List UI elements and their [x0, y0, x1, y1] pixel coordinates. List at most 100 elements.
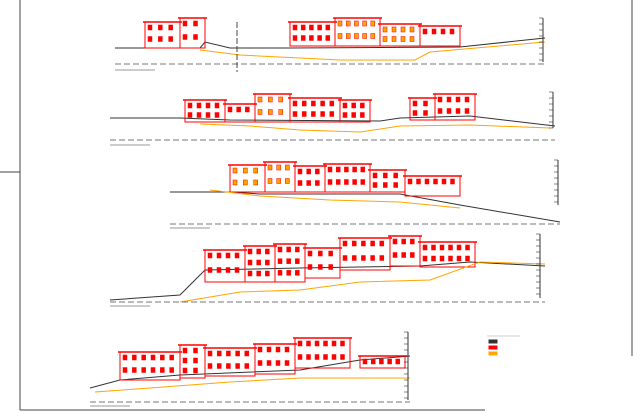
- window: [243, 179, 248, 186]
- window: [314, 340, 320, 347]
- window: [340, 340, 345, 347]
- window: [268, 109, 273, 115]
- window: [401, 238, 406, 245]
- window: [323, 354, 328, 360]
- window: [361, 255, 366, 261]
- window: [306, 354, 311, 360]
- window: [410, 252, 415, 258]
- window: [325, 35, 331, 41]
- window: [266, 360, 272, 366]
- window: [257, 109, 263, 115]
- window: [193, 347, 198, 354]
- window: [232, 167, 238, 174]
- window: [168, 36, 173, 42]
- window: [354, 20, 359, 27]
- ground-line: [209, 189, 461, 209]
- window: [437, 108, 443, 114]
- ground-line: [179, 261, 546, 303]
- window: [268, 96, 273, 103]
- window: [169, 354, 174, 361]
- window: [465, 255, 470, 262]
- window: [327, 166, 333, 173]
- window: [292, 100, 298, 107]
- window: [193, 357, 198, 364]
- window: [141, 354, 146, 361]
- terrain-line: [109, 261, 546, 301]
- window: [158, 36, 163, 42]
- window: [360, 179, 366, 185]
- window: [193, 367, 198, 374]
- window: [193, 20, 198, 27]
- window: [311, 111, 316, 117]
- window: [267, 178, 273, 184]
- window: [234, 252, 240, 259]
- window: [285, 164, 290, 171]
- window: [337, 33, 343, 39]
- window: [276, 178, 281, 184]
- window: [256, 248, 261, 255]
- window: [265, 270, 270, 277]
- window: [409, 26, 415, 33]
- window: [278, 96, 283, 103]
- window: [323, 340, 328, 347]
- window: [335, 166, 341, 173]
- window: [266, 346, 272, 353]
- window: [372, 172, 378, 179]
- window: [379, 255, 385, 261]
- window: [235, 350, 240, 357]
- window: [286, 258, 291, 264]
- window: [370, 358, 376, 365]
- window: [448, 255, 453, 262]
- window: [320, 111, 325, 117]
- window: [440, 28, 446, 35]
- window: [277, 258, 283, 264]
- window: [275, 360, 281, 366]
- window: [285, 178, 290, 184]
- window: [391, 36, 397, 42]
- window: [232, 179, 238, 186]
- window: [216, 252, 222, 259]
- window: [455, 108, 461, 114]
- window: [256, 259, 261, 266]
- window: [253, 179, 258, 186]
- window: [423, 110, 428, 116]
- window: [267, 164, 273, 171]
- window: [286, 246, 291, 253]
- window: [160, 354, 165, 361]
- window: [132, 354, 137, 361]
- window: [379, 240, 385, 247]
- window: [331, 354, 337, 360]
- window: [352, 179, 357, 185]
- window: [446, 108, 452, 114]
- window: [256, 270, 261, 277]
- window: [247, 248, 253, 255]
- window: [351, 255, 357, 261]
- window: [351, 102, 356, 109]
- window: [257, 346, 263, 353]
- window: [292, 111, 298, 117]
- window: [301, 100, 307, 107]
- window: [433, 178, 438, 185]
- window: [370, 33, 376, 39]
- window: [297, 354, 303, 360]
- window: [226, 350, 231, 357]
- window: [395, 358, 401, 365]
- window: [329, 111, 335, 117]
- window: [448, 244, 453, 251]
- window: [244, 350, 250, 357]
- ground-line: [94, 377, 410, 393]
- window: [147, 36, 153, 42]
- window: [306, 180, 311, 186]
- window: [360, 166, 366, 173]
- window: [315, 168, 320, 175]
- window: [412, 100, 418, 107]
- window: [456, 244, 462, 251]
- window: [147, 24, 153, 31]
- window: [150, 354, 156, 361]
- window: [431, 28, 437, 35]
- window: [292, 35, 298, 41]
- window: [342, 102, 348, 109]
- window: [297, 180, 303, 186]
- window: [383, 172, 388, 179]
